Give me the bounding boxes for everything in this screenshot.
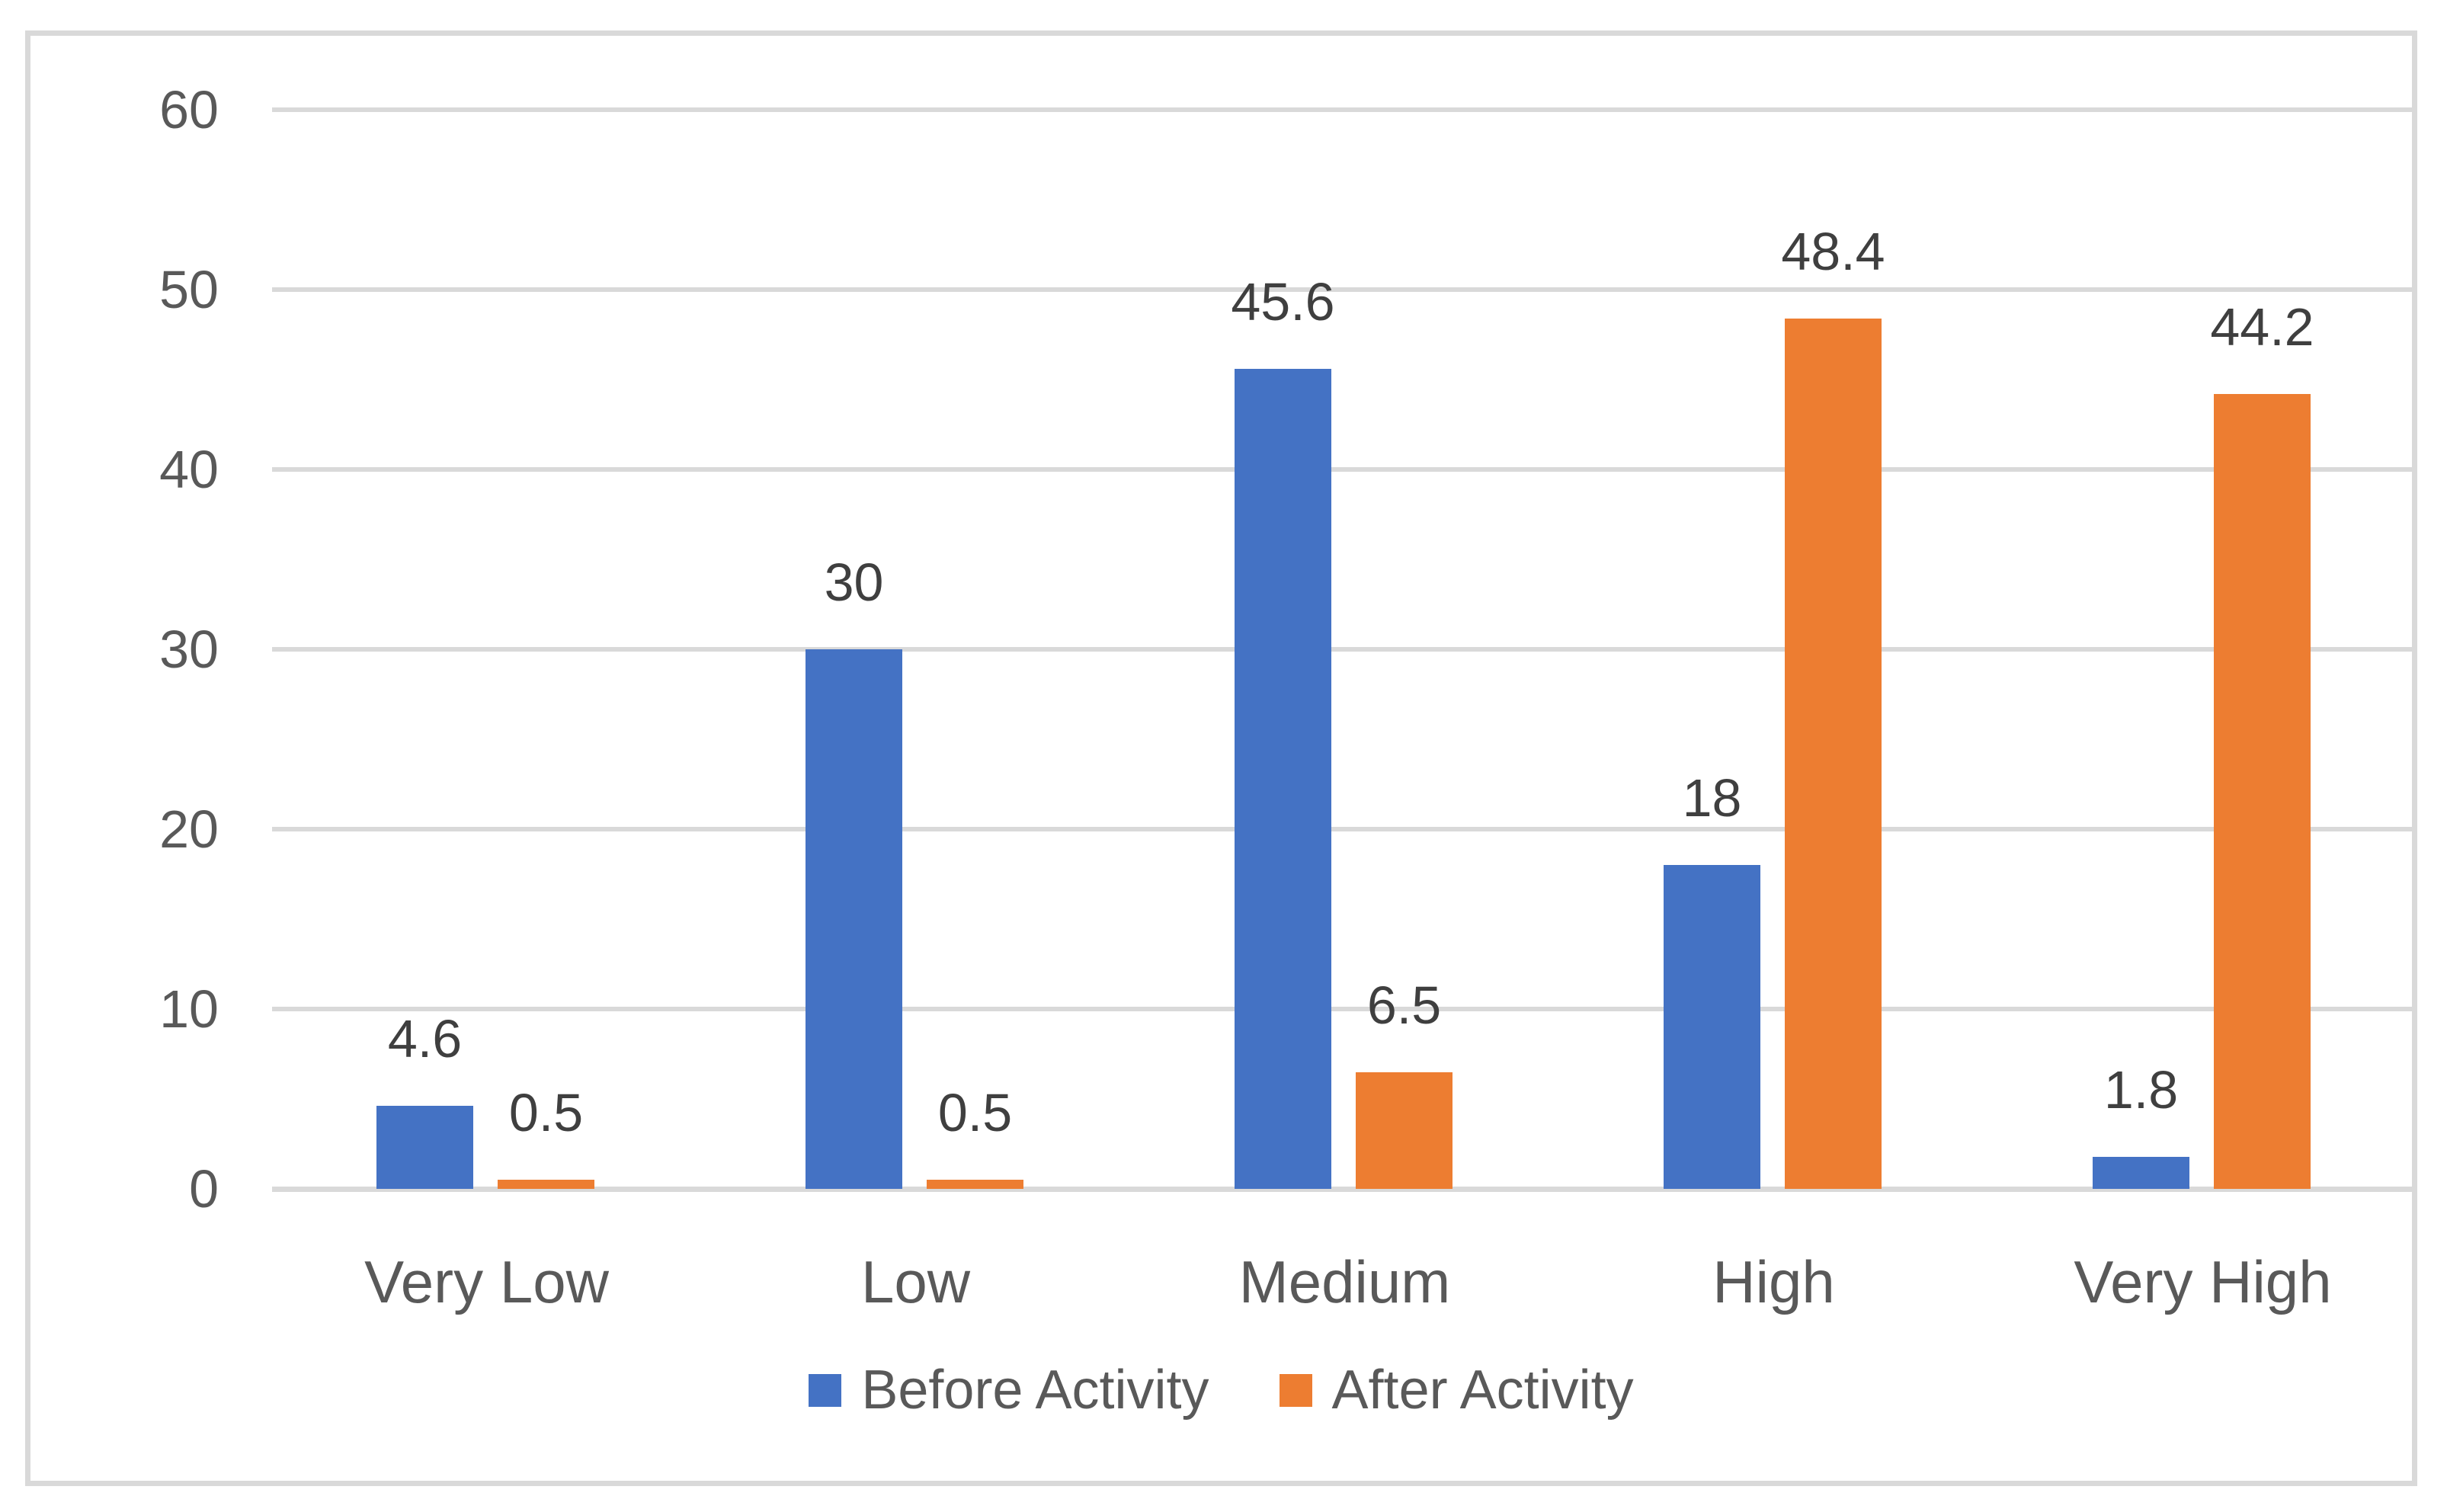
legend-item-after-activity: After Activity [1279, 1356, 1634, 1424]
x-category-label-high: High [1712, 1248, 1835, 1315]
legend-label-after-activity: After Activity [1331, 1360, 1634, 1421]
data-label-after-activity-low: 0.5 [937, 1083, 1013, 1143]
x-category-label-very-low: Very Low [364, 1248, 609, 1315]
data-label-before-activity-high: 18 [1682, 768, 1742, 828]
chart-frame [25, 30, 2417, 1486]
data-label-before-activity-very-low: 4.6 [387, 1009, 463, 1069]
legend-swatch-before-activity [809, 1373, 842, 1407]
bar-after-activity-low [927, 1180, 1023, 1189]
bar-before-activity-high [1664, 865, 1760, 1189]
bar-after-activity-medium [1356, 1072, 1453, 1189]
data-label-after-activity-medium: 6.5 [1366, 975, 1442, 1035]
y-tick-label: 50 [159, 260, 219, 320]
legend-label-before-activity: Before Activity [861, 1360, 1209, 1421]
y-tick-label: 0 [189, 1159, 219, 1219]
bar-after-activity-high [1785, 319, 1882, 1189]
x-category-label-low: Low [860, 1248, 971, 1315]
legend: Before Activity After Activity [25, 1353, 2417, 1427]
gridline [272, 287, 2412, 293]
bar-after-activity-very-high [2214, 394, 2311, 1189]
x-category-label-medium: Medium [1238, 1248, 1451, 1315]
bar-before-activity-medium [1235, 369, 1331, 1189]
y-tick-label: 30 [159, 620, 219, 680]
data-label-before-activity-medium: 45.6 [1231, 272, 1335, 332]
bar-before-activity-very-high [2093, 1156, 2189, 1189]
data-label-after-activity-very-high: 44.2 [2210, 297, 2314, 357]
y-tick-label: 40 [159, 440, 219, 500]
gridline [272, 647, 2412, 652]
gridline [272, 107, 2412, 113]
bar-before-activity-very-low [376, 1106, 473, 1189]
gridline [272, 467, 2412, 472]
x-category-label-very-high: Very High [2074, 1248, 2332, 1315]
data-label-after-activity-high: 48.4 [1781, 222, 1885, 282]
legend-swatch-after-activity [1279, 1373, 1312, 1407]
data-label-before-activity-very-high: 1.8 [2103, 1059, 2179, 1120]
y-tick-label: 60 [159, 80, 219, 140]
bar-after-activity-very-low [498, 1180, 594, 1189]
bar-before-activity-low [806, 649, 902, 1189]
gridline [272, 1007, 2412, 1012]
data-label-before-activity-low: 30 [824, 553, 884, 613]
x-axis-line [272, 1186, 2412, 1192]
data-label-after-activity-very-low: 0.5 [508, 1083, 584, 1143]
gridline [272, 827, 2412, 832]
legend-item-before-activity: Before Activity [809, 1356, 1209, 1424]
y-tick-label: 10 [159, 979, 219, 1040]
y-tick-label: 20 [159, 799, 219, 860]
